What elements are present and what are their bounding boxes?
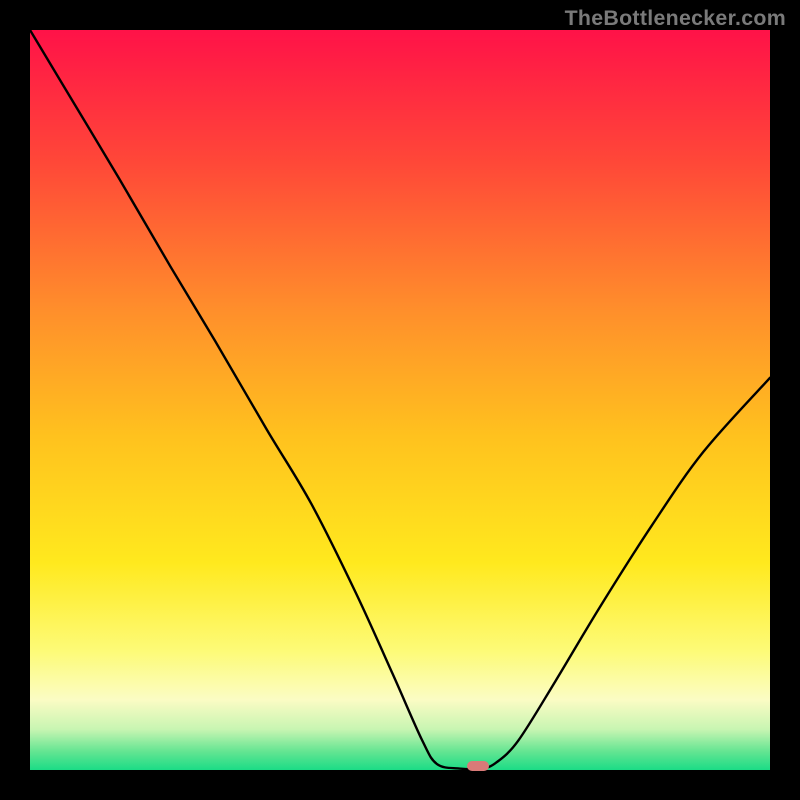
chart-svg <box>0 0 800 800</box>
bottleneck-chart: TheBottlenecker.com <box>0 0 800 800</box>
chart-gradient-background <box>30 30 770 770</box>
minimum-marker <box>467 761 489 771</box>
watermark-text: TheBottlenecker.com <box>565 6 786 31</box>
